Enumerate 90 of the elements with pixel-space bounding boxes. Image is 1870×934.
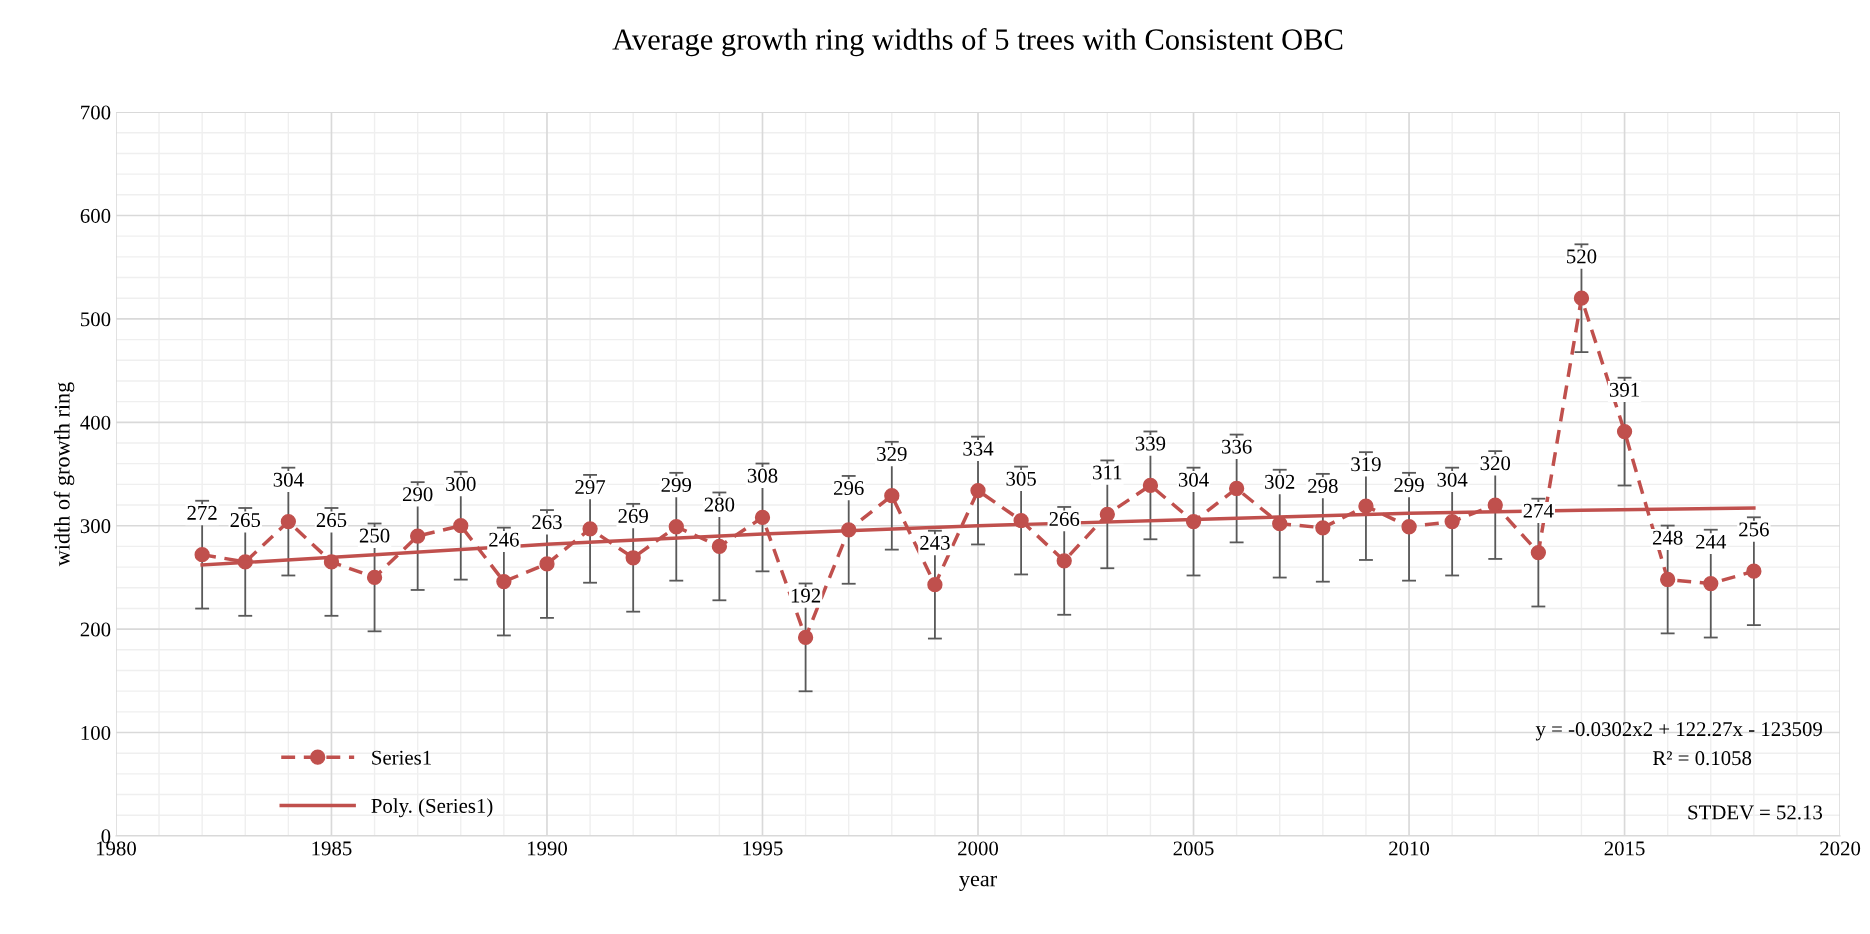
x-tick-label: 2000 xyxy=(958,841,999,856)
data-label: 311 xyxy=(1093,465,1122,480)
y-tick-label: 100 xyxy=(81,725,111,740)
data-label: 304 xyxy=(273,472,304,487)
data-label: 391 xyxy=(1609,382,1639,397)
point xyxy=(1315,520,1331,536)
point xyxy=(797,629,814,646)
data-label: 280 xyxy=(704,497,735,512)
data-label: 248 xyxy=(1652,530,1683,545)
point xyxy=(366,569,383,586)
point xyxy=(1401,519,1417,535)
point xyxy=(668,519,684,535)
data-label: 302 xyxy=(1265,474,1295,489)
point xyxy=(280,513,296,530)
data-label: 274 xyxy=(1523,503,1554,518)
point xyxy=(754,509,771,526)
x-tick-label: 1995 xyxy=(743,841,783,856)
x-tick-label: 2010 xyxy=(1389,841,1430,856)
point xyxy=(1358,498,1374,514)
data-label: 244 xyxy=(1696,534,1727,549)
x-tick-label: 2020 xyxy=(1820,841,1861,856)
chart-title: Average growth ring widths of 5 trees with Consistent OBC xyxy=(612,28,1343,57)
data-label: 269 xyxy=(618,508,648,523)
legend-label: Poly. (Series1) xyxy=(371,798,493,818)
data-label: 243 xyxy=(920,535,950,550)
point xyxy=(453,518,469,534)
annotation: STDEV = 52.13 xyxy=(1688,805,1823,820)
point xyxy=(1099,506,1115,522)
data-label: 250 xyxy=(359,528,390,543)
data-label: 265 xyxy=(316,513,347,528)
annotation: y = -0.0302x2 + 122.27x - 123509 xyxy=(1535,722,1822,741)
x-tick-label: 2005 xyxy=(1173,841,1214,856)
y-tick-label: 700 xyxy=(81,105,111,120)
point xyxy=(496,573,512,590)
data-label: 305 xyxy=(1006,471,1036,486)
data-label: 304 xyxy=(1178,472,1209,487)
point xyxy=(1444,513,1460,530)
point xyxy=(194,547,210,563)
y-tick-label: 500 xyxy=(81,312,111,327)
data-label: 256 xyxy=(1739,522,1769,537)
data-label: 192 xyxy=(791,588,821,603)
legend-label: Series1 xyxy=(372,750,431,765)
point xyxy=(625,550,641,566)
data-label: 329 xyxy=(877,446,907,461)
data-label: 263 xyxy=(532,515,562,530)
x-tick-label: 2015 xyxy=(1604,841,1645,856)
point xyxy=(970,482,986,499)
data-label: 272 xyxy=(187,505,217,520)
point xyxy=(927,577,943,593)
point xyxy=(1530,544,1547,561)
point xyxy=(1616,423,1633,440)
data-label: 299 xyxy=(661,477,692,492)
x-tick-label: 1990 xyxy=(527,841,568,856)
data-label: 296 xyxy=(833,481,864,496)
y-tick-label: 300 xyxy=(80,519,111,534)
point xyxy=(1660,571,1676,588)
point xyxy=(1056,553,1072,569)
point xyxy=(711,538,728,555)
data-label: 300 xyxy=(446,476,476,491)
data-label: 339 xyxy=(1135,436,1166,451)
data-label: 336 xyxy=(1222,439,1252,454)
data-label: 520 xyxy=(1567,249,1597,264)
data-label: 320 xyxy=(1480,456,1511,471)
data-label: 319 xyxy=(1351,457,1381,472)
data-label: 298 xyxy=(1308,478,1338,493)
annotation: R² = 0.1058 xyxy=(1652,751,1752,766)
point xyxy=(582,521,598,537)
data-label: 290 xyxy=(402,487,433,502)
y-tick-label: 200 xyxy=(80,622,111,637)
y-axis-title: width of growth ring xyxy=(53,382,75,567)
data-label: 246 xyxy=(489,532,519,547)
data-label: 308 xyxy=(747,468,778,483)
x-axis-title: year xyxy=(959,875,997,891)
data-label: 299 xyxy=(1394,477,1424,492)
data-label: 265 xyxy=(230,513,261,528)
data-label: 334 xyxy=(963,441,994,456)
data-label: 297 xyxy=(575,480,606,495)
x-tick-label: 1985 xyxy=(312,841,352,856)
point xyxy=(539,556,555,572)
point xyxy=(1142,477,1159,494)
y-tick-label: 600 xyxy=(80,208,111,223)
data-label: 304 xyxy=(1437,472,1468,487)
data-label: 266 xyxy=(1049,512,1080,527)
point xyxy=(1228,480,1245,497)
point xyxy=(1573,290,1590,306)
point xyxy=(884,488,900,504)
point xyxy=(1746,563,1762,579)
point xyxy=(410,528,426,544)
point xyxy=(1703,575,1719,592)
y-tick-label: 400 xyxy=(80,415,111,430)
